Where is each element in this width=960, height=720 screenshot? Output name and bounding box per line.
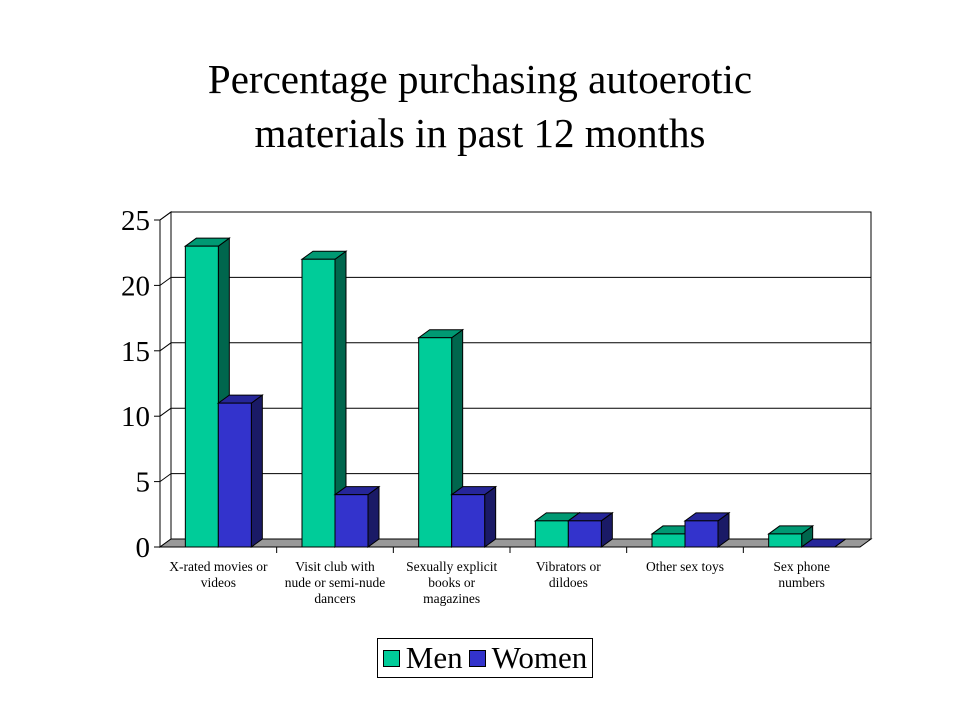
gridline-diagonal — [159, 211, 172, 221]
bar-women — [451, 494, 486, 548]
gridline-diagonal — [159, 276, 172, 286]
x-tick-label: books or — [428, 575, 475, 590]
gridline-diagonal — [159, 342, 172, 352]
y-tick-label: 25 — [121, 205, 150, 237]
bar-women-side — [367, 485, 380, 548]
chart-title-line-1: Percentage purchasing autoerotic — [207, 56, 753, 102]
bar-men — [534, 520, 569, 548]
x-tick-label: dildoes — [549, 575, 588, 590]
plot-floor — [158, 538, 873, 548]
y-tick-label: 5 — [136, 467, 151, 499]
legend-label-men: Men — [405, 640, 463, 675]
legend-swatch-men — [382, 649, 400, 667]
legend-item-women: Women — [468, 640, 588, 676]
bar-women — [567, 520, 602, 548]
legend-swatch-women — [468, 649, 486, 667]
bar-women-side — [484, 485, 497, 548]
gridline-diagonal — [159, 473, 172, 483]
legend-label-women: Women — [491, 640, 588, 675]
y-tick-label: 0 — [136, 532, 151, 564]
y-tick-label: 10 — [121, 401, 150, 433]
x-tick-label: dancers — [314, 591, 355, 606]
bar-women — [334, 494, 369, 548]
x-tick-label: Sex phone — [773, 559, 830, 574]
x-tick-label: magazines — [423, 591, 480, 606]
chart-title: Percentage purchasing autoerotic materia… — [0, 52, 960, 160]
bar-women-side — [250, 394, 263, 548]
bar-men — [651, 533, 686, 548]
bar-women — [217, 402, 252, 548]
chart-title-line-2: materials in past 12 months — [254, 110, 706, 156]
bar-men — [768, 533, 803, 548]
bar-women — [684, 520, 719, 548]
x-tick-label: Other sex toys — [646, 559, 724, 574]
gridline-diagonal — [159, 407, 172, 417]
x-tick-label: nude or semi-nude — [285, 575, 385, 590]
y-tick-label: 15 — [121, 336, 150, 368]
plot-back-wall — [170, 211, 872, 540]
x-tick-label: Vibrators or — [536, 559, 601, 574]
bar-women-top — [800, 538, 848, 548]
bar-men — [418, 337, 453, 548]
y-tick-label: 20 — [121, 270, 150, 302]
x-tick-label: videos — [201, 575, 236, 590]
x-tick-label: Sexually explicit — [406, 559, 497, 574]
chart-legend: Men Women — [377, 638, 593, 678]
plot-side-wall — [159, 211, 172, 548]
x-tick-label: numbers — [778, 575, 825, 590]
bar-men — [301, 258, 336, 548]
bar-men — [184, 245, 219, 548]
legend-item-men: Men — [382, 640, 463, 676]
x-tick-label: Visit club with — [295, 559, 375, 574]
x-tick-label: X-rated movies or — [169, 559, 268, 574]
